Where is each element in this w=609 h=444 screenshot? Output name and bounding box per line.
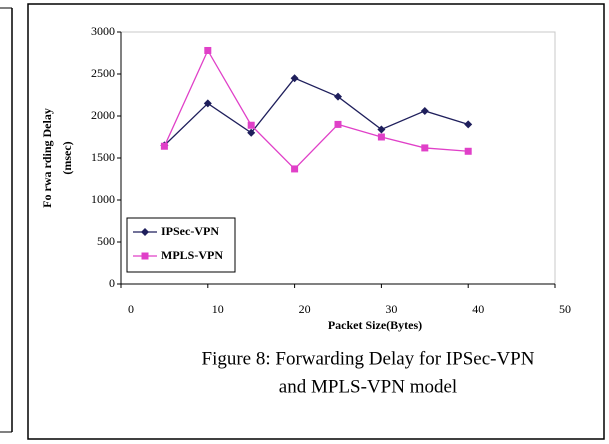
- caption: and MPLS-VPN model: [279, 376, 457, 397]
- y-tick-label: 500: [97, 234, 115, 248]
- y-tick-label: 0: [109, 276, 115, 290]
- data-point: [377, 133, 385, 141]
- y-axis-title: Fo rwa rding Delay: [40, 108, 54, 208]
- y-tick-label: 2000: [91, 108, 115, 122]
- x-tick-label: 20: [299, 302, 311, 316]
- data-point: [464, 120, 473, 129]
- legend-label: IPSec-VPN: [161, 224, 219, 238]
- x-tick-label: 50: [559, 302, 571, 316]
- data-point: [204, 46, 212, 54]
- data-point: [334, 120, 342, 128]
- x-axis-title: Packet Size(Bytes): [328, 318, 422, 332]
- legend-marker: [141, 252, 149, 260]
- figure-frame: [27, 3, 605, 440]
- data-point: [377, 125, 386, 134]
- x-tick-label: 10: [212, 302, 224, 316]
- y-tick-label: 2500: [91, 66, 115, 80]
- legend-box: [126, 217, 236, 273]
- data-point: [160, 142, 168, 150]
- data-point: [334, 92, 342, 101]
- data-point: [464, 147, 472, 155]
- x-tick-label: 0: [128, 302, 134, 316]
- x-tick-label: 40: [472, 302, 484, 316]
- legend-label: MPLS-VPN: [161, 248, 223, 262]
- x-tick-label: 30: [385, 302, 397, 316]
- caption: Figure 8: Forwarding Delay for IPSec-VPN: [202, 348, 535, 369]
- legend-marker: [141, 228, 149, 236]
- data-point: [247, 128, 256, 137]
- y-tick-label: 1000: [91, 192, 115, 206]
- y-tick-label: 3000: [91, 24, 115, 38]
- data-point: [203, 99, 212, 108]
- data-point: [247, 121, 255, 129]
- y-tick-label: 1500: [91, 150, 115, 164]
- y-axis-title: (msec): [60, 141, 74, 174]
- series-line: [163, 77, 469, 146]
- data-point: [291, 165, 299, 173]
- series-line: [163, 49, 469, 170]
- data-point: [421, 144, 429, 152]
- data-point: [420, 106, 429, 115]
- data-point: [290, 74, 299, 83]
